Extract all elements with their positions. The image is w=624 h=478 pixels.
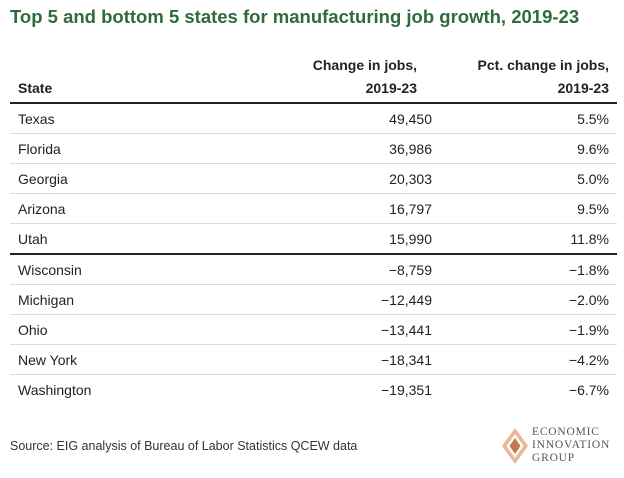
table-row: Georgia 20,303 5.0% <box>10 164 617 194</box>
chart-title: Top 5 and bottom 5 states for manufactur… <box>10 6 580 27</box>
eig-diamond-icon <box>502 428 528 464</box>
table-row: Wisconsin −8,759 −1.8% <box>10 255 617 285</box>
header-pct-line2: 2019-23 <box>557 80 609 96</box>
cell-pct-change: 9.5% <box>577 201 609 217</box>
table-row: Florida 36,986 9.6% <box>10 134 617 164</box>
cell-state: Ohio <box>18 321 48 338</box>
table-row: Utah 15,990 11.8% <box>10 224 617 253</box>
table-row: Washington −19,351 −6.7% <box>10 375 617 404</box>
cell-state: Utah <box>18 231 48 247</box>
cell-change-in-jobs: −18,341 <box>381 351 432 368</box>
table-row: Texas 49,450 5.5% <box>10 104 617 134</box>
cell-change-in-jobs: −19,351 <box>381 381 432 398</box>
cell-pct-change: 11.8% <box>570 231 609 247</box>
cell-change-in-jobs: 16,797 <box>389 201 432 217</box>
cell-state: Michigan <box>18 291 75 308</box>
cell-pct-change: 5.5% <box>577 111 609 127</box>
table-row: Michigan −12,449 −2.0% <box>10 285 617 315</box>
cell-state: Texas <box>18 111 55 127</box>
logo-line-1: ECONOMIC <box>532 426 600 438</box>
cell-pct-change: 5.0% <box>577 171 609 187</box>
cell-pct-change: −6.7% <box>568 381 609 398</box>
table-header: State Change in jobs, 2019-23 Pct. chang… <box>10 50 617 102</box>
cell-pct-change: −4.2% <box>568 351 609 368</box>
cell-pct-change: −1.8% <box>568 261 609 278</box>
cell-state: Arizona <box>18 201 66 217</box>
cell-pct-change: −1.9% <box>568 321 609 338</box>
table-row: Arizona 16,797 9.5% <box>10 194 617 224</box>
cell-change-in-jobs: 20,303 <box>389 171 432 187</box>
header-pct-line1: Pct. change in jobs, <box>477 57 609 73</box>
cell-change-in-jobs: 49,450 <box>389 111 432 127</box>
logo-line-2: INNOVATION <box>532 439 611 451</box>
header-change-line2: 2019-23 <box>365 80 417 96</box>
cell-change-in-jobs: −13,441 <box>381 321 432 338</box>
logo-line-3: GROUP <box>532 452 575 464</box>
cell-change-in-jobs: −8,759 <box>388 261 432 278</box>
header-state: State <box>18 80 53 96</box>
cell-pct-change: −2.0% <box>568 291 609 308</box>
eig-logo: ECONOMIC INNOVATION GROUP <box>500 424 618 468</box>
header-change-line1: Change in jobs, <box>312 57 417 73</box>
cell-change-in-jobs: 15,990 <box>389 231 432 247</box>
header-rule <box>10 102 617 104</box>
cell-state: Wisconsin <box>18 261 82 278</box>
cell-change-in-jobs: −12,449 <box>381 291 432 308</box>
header-pct-change: Pct. change in jobs, 2019-23 <box>478 54 609 100</box>
cell-state: Georgia <box>18 171 68 187</box>
cell-state: New York <box>18 351 78 368</box>
eig-logo-text: ECONOMIC INNOVATION GROUP <box>532 426 610 465</box>
data-table: State Change in jobs, 2019-23 Pct. chang… <box>10 50 617 404</box>
cell-pct-change: 9.6% <box>577 141 609 157</box>
table-body: Texas 49,450 5.5% Florida 36,986 9.6% Georgia 2… <box>10 104 617 404</box>
source-note: Source: EIG analysis of Bureau of Labor … <box>10 439 358 453</box>
header-change-in-jobs: Change in jobs, 2019-23 <box>313 54 417 100</box>
table-row: Ohio −13,441 −1.9% <box>10 315 617 345</box>
table-row: New York −18,341 −4.2% <box>10 345 617 375</box>
cell-change-in-jobs: 36,986 <box>389 141 432 157</box>
cell-state: Florida <box>18 141 61 157</box>
group-separator <box>10 253 617 255</box>
cell-state: Washington <box>18 381 92 398</box>
